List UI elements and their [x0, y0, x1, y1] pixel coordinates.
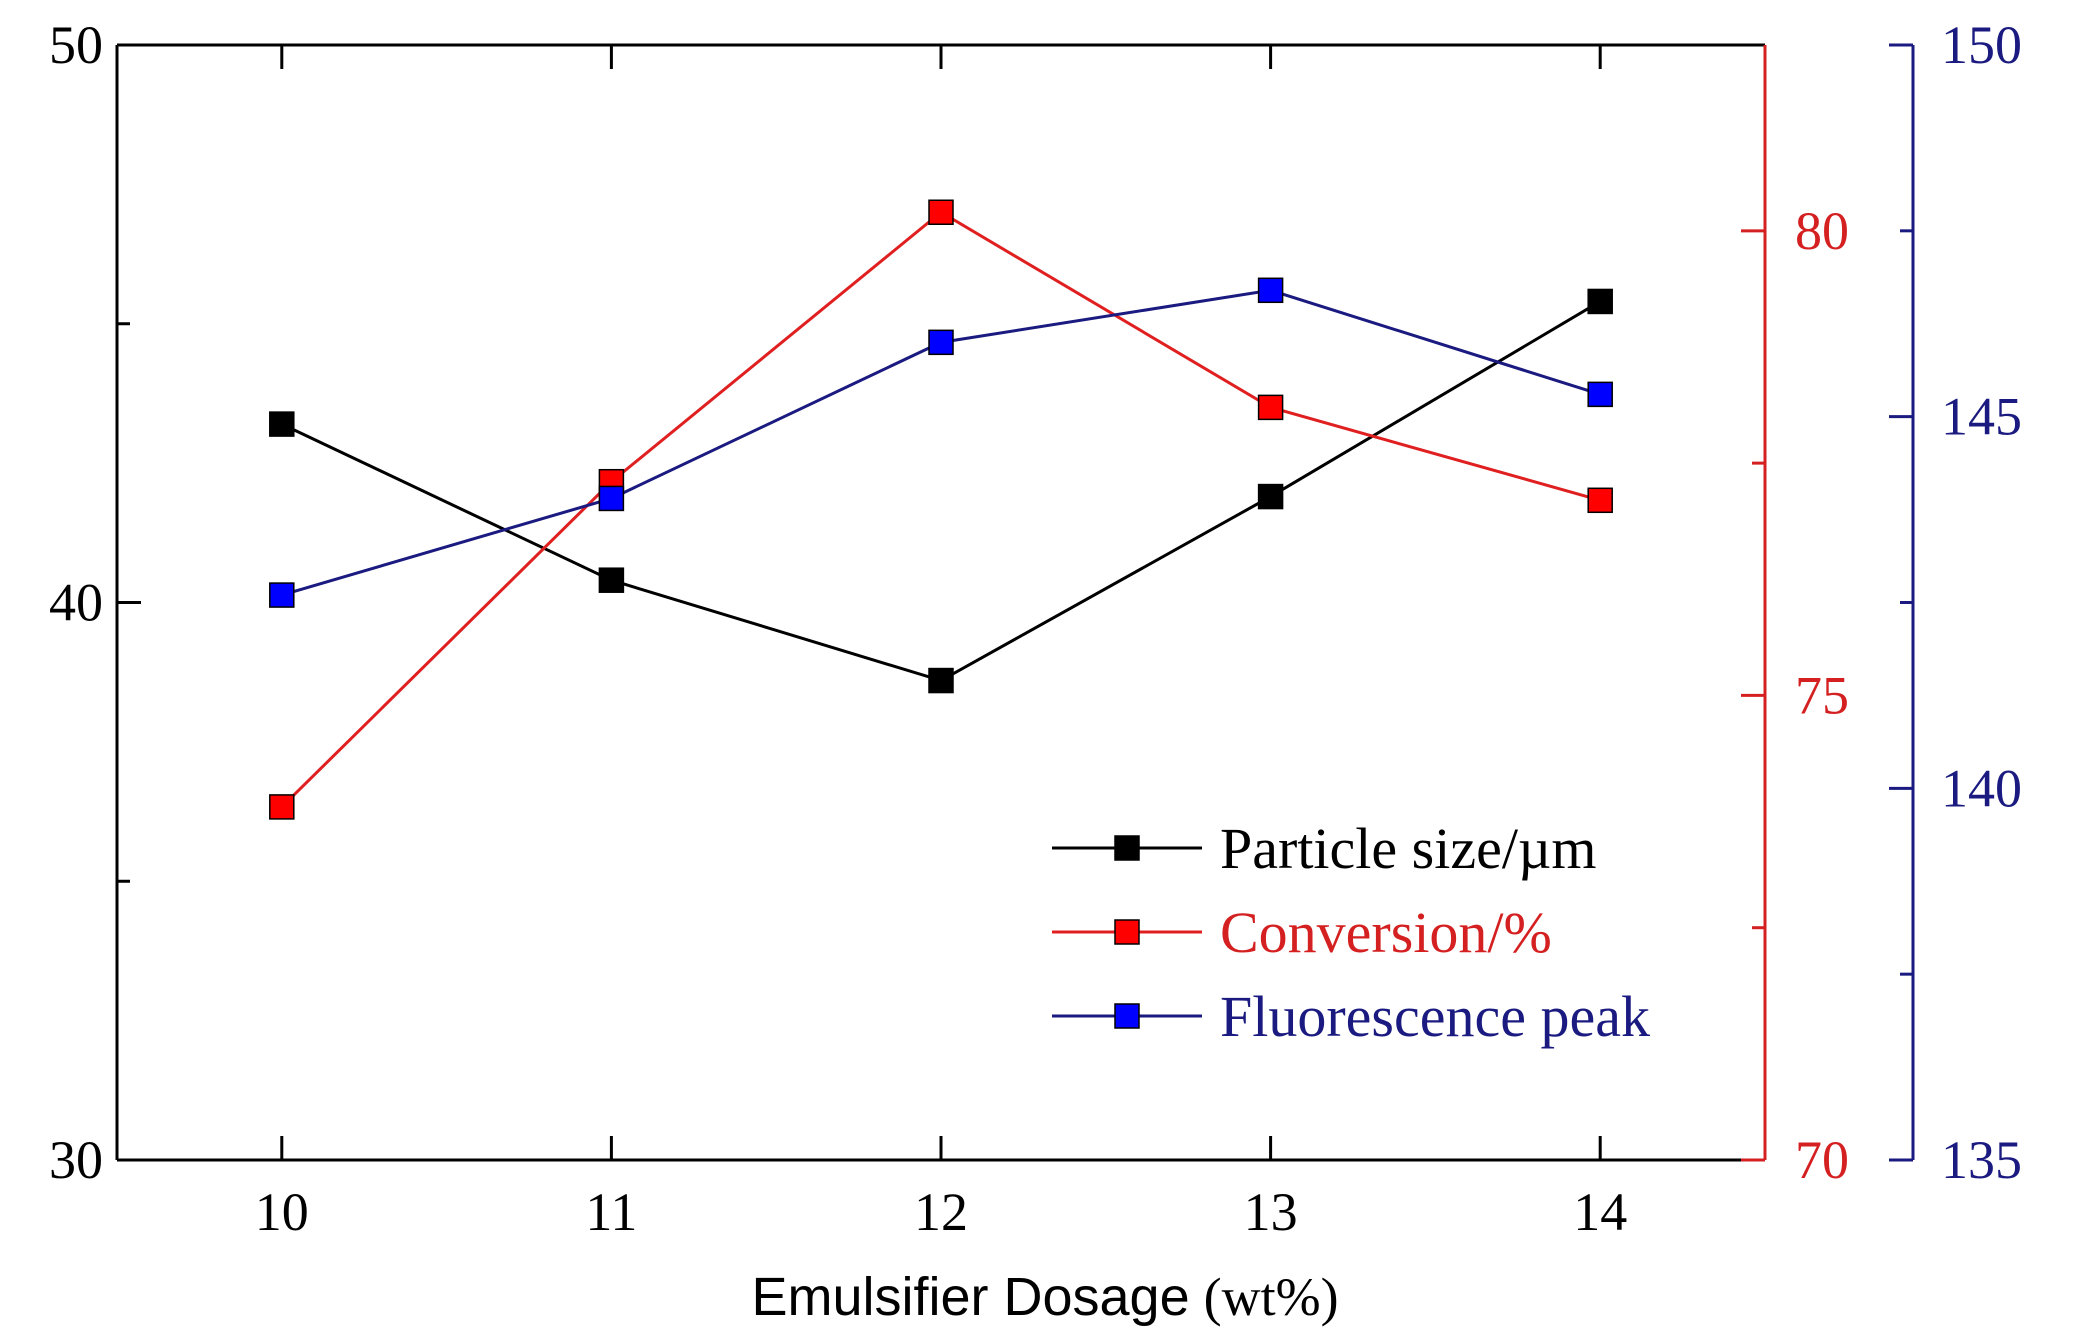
- series-marker-particle-size-m: [1587, 288, 1613, 315]
- series-marker-particle-size-m: [269, 411, 295, 437]
- series-marker-fluorescence-peak: [1587, 381, 1613, 408]
- legend: Particle size/µm Conversion/% Fluorescence…: [1052, 816, 1650, 1049]
- left-tick-label: 40: [49, 573, 103, 633]
- series-marker-conversion: [1257, 394, 1284, 421]
- series-marker-fluorescence-peak: [269, 582, 295, 608]
- left-tick-label: 30: [49, 1130, 103, 1190]
- x-tick-label: 10: [255, 1182, 309, 1242]
- series-layer: [269, 199, 1613, 820]
- right1-tick-label: 75: [1795, 665, 1849, 725]
- legend-label-particle-size-m: Particle size/µm: [1220, 816, 1596, 881]
- series-marker-fluorescence-peak: [928, 329, 954, 356]
- legend-marker-particle-size-m: [1114, 835, 1140, 861]
- series-marker-particle-size-m: [598, 567, 625, 593]
- right1-tick-label: 80: [1795, 201, 1849, 261]
- right2-tick-label: 150: [1941, 15, 2022, 75]
- series-marker-conversion: [928, 199, 954, 225]
- x-axis-label: Emulsifier Dosage (wt%): [751, 1267, 1338, 1327]
- right1-tick-label: 70: [1795, 1130, 1849, 1190]
- axes-layer: 10 11 12 13 14 30 40 50 70 75 80 135 140 145 150: [49, 15, 2022, 1242]
- legend-label-fluorescence-peak: Fluorescence peak: [1220, 984, 1650, 1049]
- x-tick-label: 12: [914, 1182, 968, 1242]
- series-marker-conversion: [269, 794, 295, 820]
- series-marker-fluorescence-peak: [598, 485, 625, 512]
- right2-tick-label: 140: [1941, 758, 2022, 818]
- legend-label-conversion: Conversion/%: [1220, 900, 1552, 965]
- x-tick-label: 14: [1573, 1182, 1627, 1242]
- x-tick-label: 11: [585, 1182, 637, 1242]
- legend-marker-fluorescence-peak: [1114, 1003, 1140, 1029]
- x-tick-label: 13: [1244, 1182, 1298, 1242]
- right2-tick-label: 145: [1941, 387, 2022, 447]
- legend-marker-conversion: [1114, 919, 1140, 945]
- series-marker-conversion: [1587, 487, 1613, 514]
- series-line-conversion: [280, 210, 1601, 808]
- left-tick-label: 50: [49, 15, 103, 75]
- right2-tick-label: 135: [1941, 1130, 2022, 1190]
- series-marker-particle-size-m: [1257, 483, 1284, 510]
- series-line-particle-size-m: [281, 300, 1601, 683]
- series-marker-fluorescence-peak: [1257, 277, 1284, 304]
- series-marker-particle-size-m: [928, 667, 954, 694]
